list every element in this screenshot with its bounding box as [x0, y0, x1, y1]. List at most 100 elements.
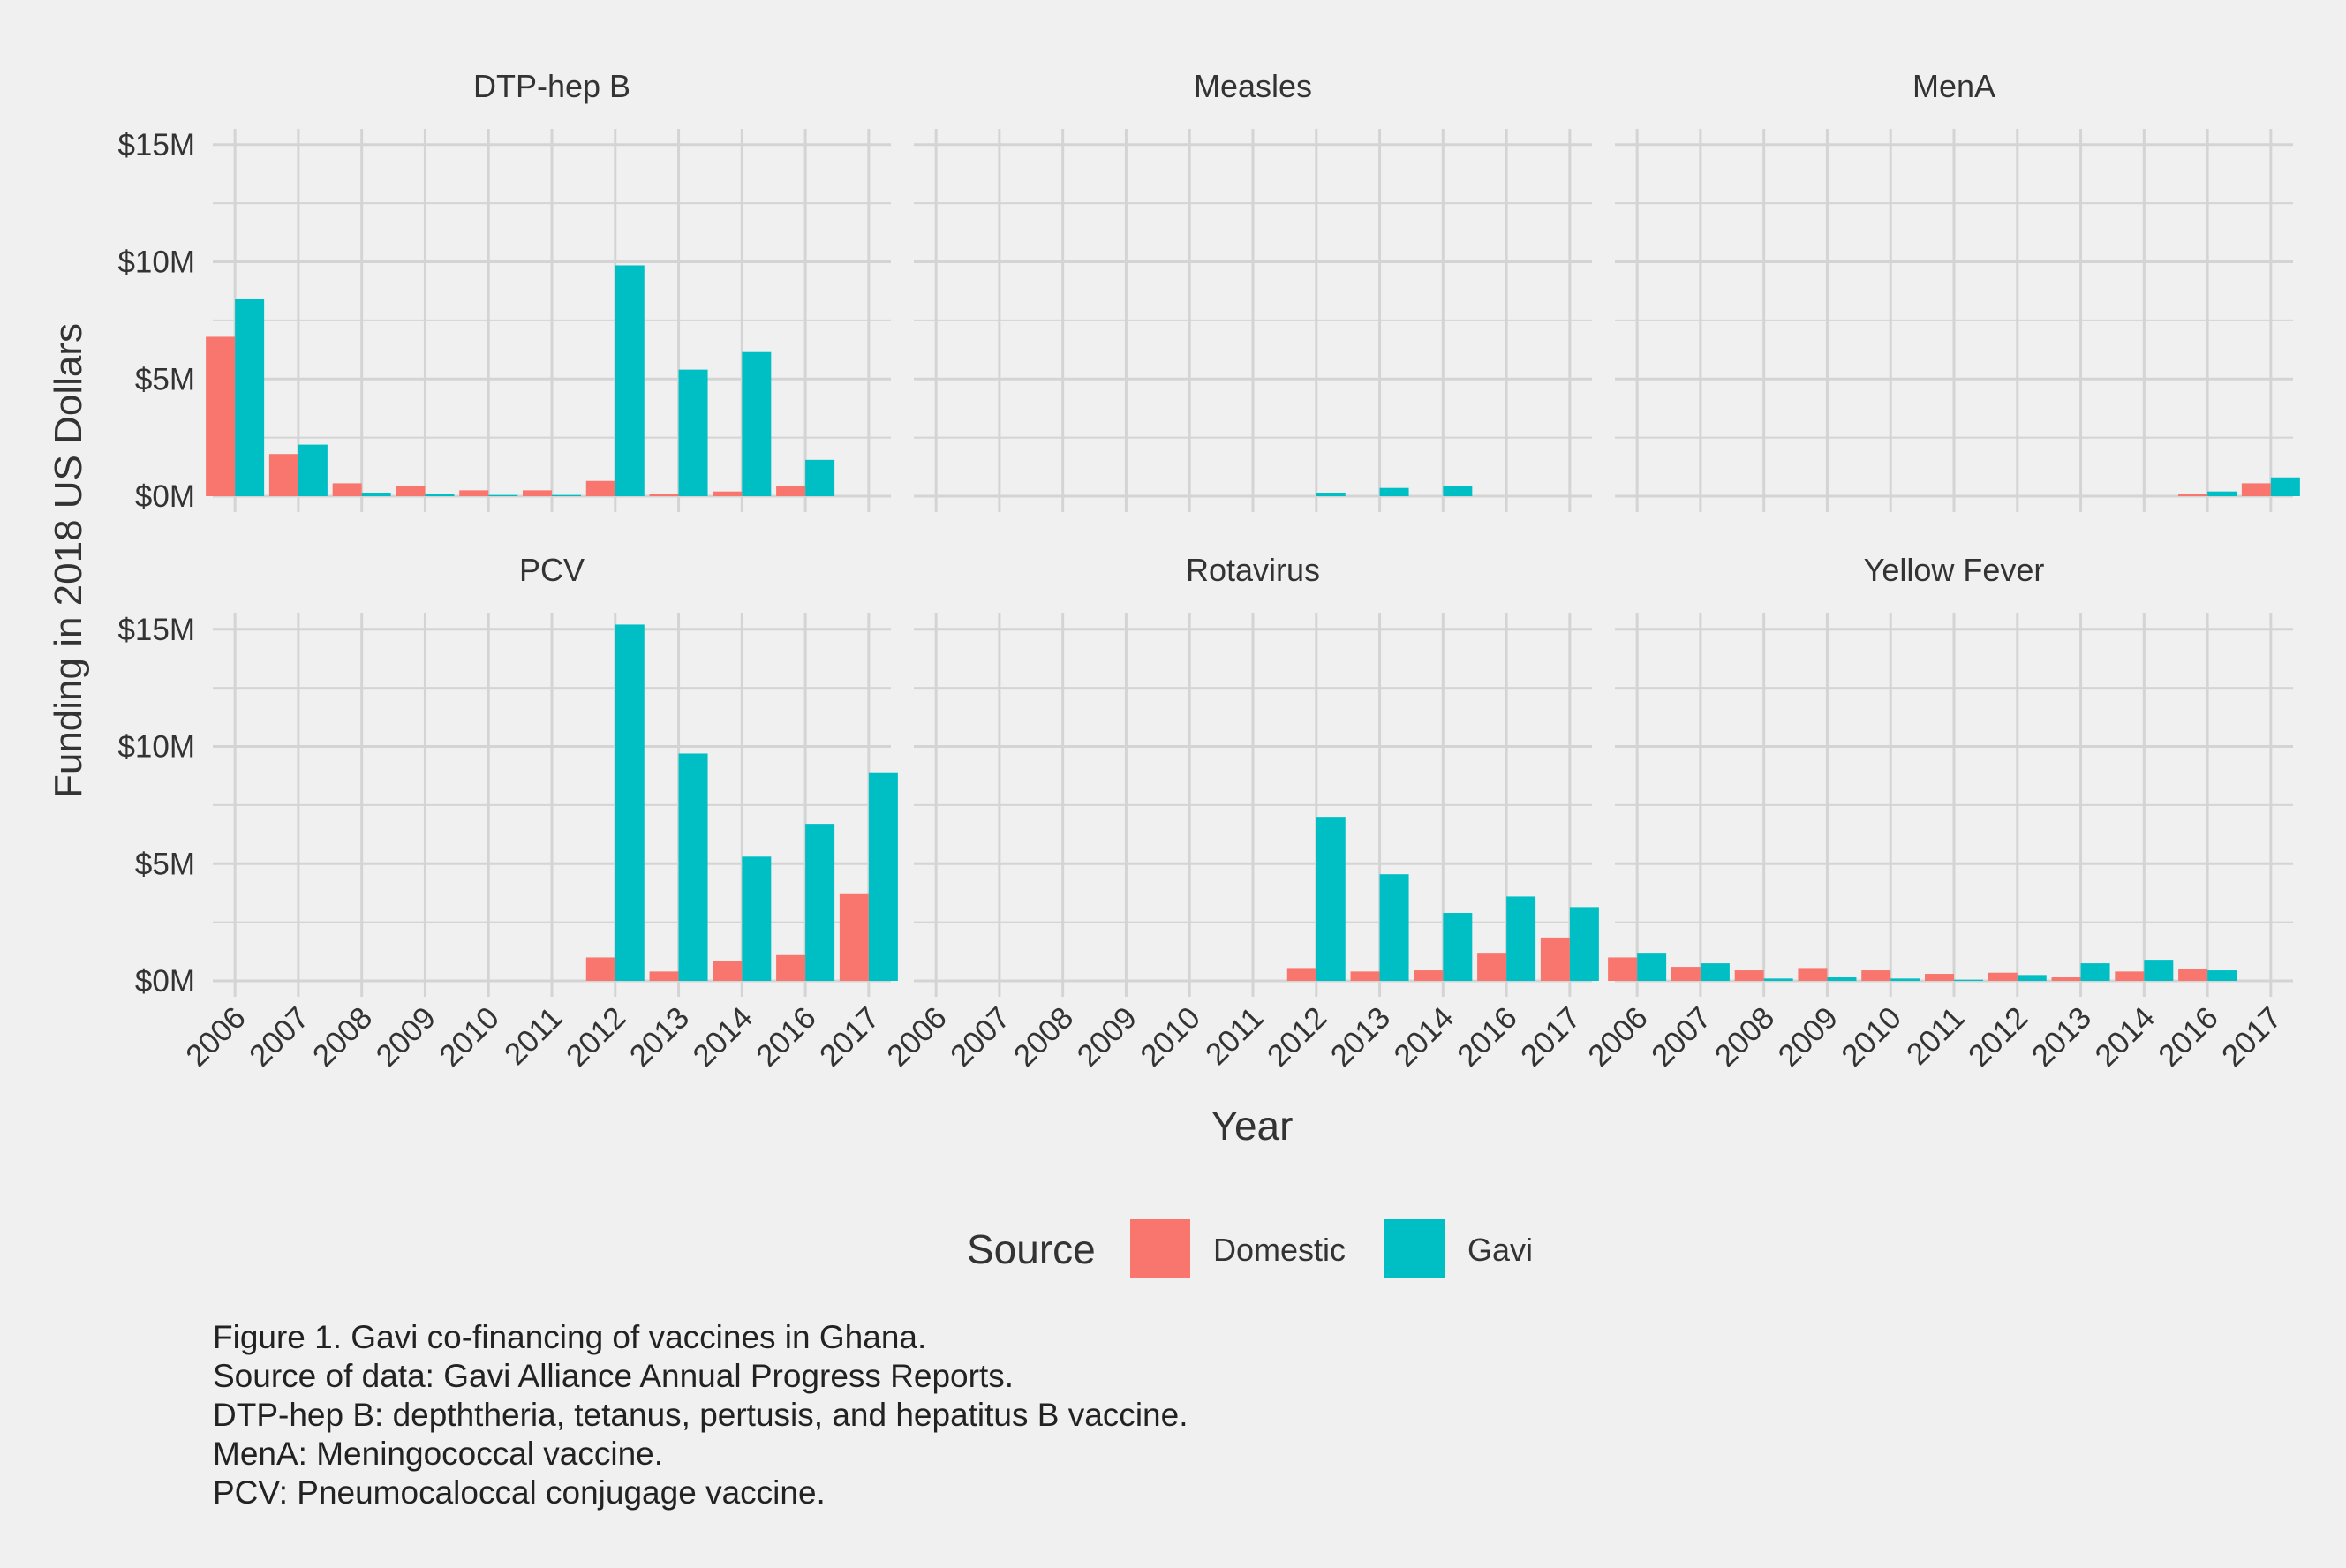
- panel-title-pcv: PCV: [519, 552, 585, 588]
- bar-dtp-hep-b-gavi-2012: [615, 265, 645, 496]
- bar-yellow-fever-domestic-2014: [2115, 971, 2145, 981]
- bar-dtp-hep-b-domestic-2009: [396, 486, 426, 496]
- x-tick-label: 2011: [1199, 1000, 1271, 1072]
- panel-title-mena: MenA: [1912, 68, 1995, 104]
- bar-dtp-hep-b-domestic-2013: [649, 494, 679, 496]
- bar-rotavirus-gavi-2013: [1379, 874, 1409, 981]
- bar-yellow-fever-domestic-2006: [1608, 957, 1638, 981]
- panel-title-rotavirus: Rotavirus: [1186, 552, 1320, 588]
- x-tick-label: 2006: [179, 1000, 253, 1074]
- bar-pcv-gavi-2014: [742, 856, 772, 981]
- x-tick-label: 2017: [813, 1000, 886, 1074]
- bar-yellow-fever-gavi-2007: [1700, 963, 1730, 981]
- bar-yellow-fever-gavi-2011: [1954, 979, 1983, 981]
- bar-dtp-hep-b-domestic-2016: [776, 486, 806, 496]
- bar-yellow-fever-gavi-2010: [1890, 978, 1920, 981]
- x-tick-label: 2009: [1070, 1000, 1143, 1074]
- bar-dtp-hep-b-gavi-2014: [742, 351, 772, 496]
- bar-dtp-hep-b-gavi-2011: [552, 494, 581, 496]
- y-tick-label: $0M: [135, 479, 195, 514]
- bar-pcv-domestic-2013: [649, 971, 679, 981]
- bar-dtp-hep-b-gavi-2006: [235, 298, 265, 496]
- y-tick-label: $10M: [117, 245, 195, 280]
- x-axis-title: Year: [1211, 1103, 1294, 1149]
- x-tick-label: 2013: [2025, 1000, 2099, 1074]
- legend-label-domestic: Domestic: [1213, 1232, 1346, 1268]
- x-tick-label: 2014: [1387, 1000, 1460, 1074]
- bar-rotavirus-gavi-2014: [1443, 913, 1473, 981]
- caption-line-4: MenA: Meningococcal vaccine.: [213, 1436, 664, 1472]
- y-tick-label: $15M: [117, 613, 195, 647]
- panel-title-measles: Measles: [1194, 68, 1312, 104]
- x-tick-label: 2011: [1900, 1000, 1972, 1072]
- caption-line-3: DTP-hep B: depththeria, tetanus, pertusi…: [213, 1397, 1188, 1433]
- bar-yellow-fever-domestic-2010: [1861, 970, 1891, 981]
- y-tick-label: $0M: [135, 964, 195, 999]
- x-tick-label: 2007: [944, 1000, 1017, 1074]
- bar-rotavirus-domestic-2014: [1414, 970, 1444, 981]
- x-tick-label: 2008: [306, 1000, 380, 1074]
- x-tick-label: 2008: [1007, 1000, 1081, 1074]
- bar-mena-domestic-2016: [2178, 494, 2208, 496]
- bar-measles-gavi-2012: [1316, 493, 1346, 496]
- x-tick-label: 2016: [750, 1000, 823, 1074]
- bar-mena-domestic-2017: [2241, 483, 2271, 496]
- x-tick-label: 2012: [1962, 1000, 2035, 1074]
- x-tick-label: 2017: [2215, 1000, 2289, 1074]
- panel-title-yellow-fever: Yellow Fever: [1864, 552, 2045, 588]
- y-tick-label: $5M: [135, 362, 195, 396]
- bar-dtp-hep-b-domestic-2010: [459, 490, 489, 496]
- y-tick-label: $15M: [117, 128, 195, 162]
- bar-pcv-domestic-2017: [839, 893, 869, 981]
- x-tick-label: 2010: [433, 1000, 506, 1074]
- x-tick-label: 2016: [2152, 1000, 2225, 1074]
- x-tick-label: 2013: [623, 1000, 697, 1074]
- bar-dtp-hep-b-gavi-2007: [298, 444, 328, 496]
- bar-yellow-fever-gavi-2012: [2017, 975, 2047, 981]
- bar-yellow-fever-domestic-2012: [1988, 972, 2018, 981]
- x-tick-label: 2013: [1324, 1000, 1398, 1074]
- figure-caption: Figure 1. Gavi co-financing of vaccines …: [213, 1318, 1188, 1512]
- caption-line-5: PCV: Pneumocaloccal conjugage vaccine.: [213, 1474, 826, 1511]
- bar-mena-gavi-2016: [2207, 491, 2237, 496]
- bar-dtp-hep-b-gavi-2013: [678, 369, 708, 496]
- bar-dtp-hep-b-domestic-2008: [332, 483, 362, 496]
- bar-pcv-domestic-2012: [585, 957, 615, 981]
- bar-measles-gavi-2013: [1379, 487, 1409, 496]
- bar-yellow-fever-domestic-2011: [1925, 974, 1954, 981]
- x-tick-label: 2007: [243, 1000, 316, 1074]
- bar-dtp-hep-b-gavi-2008: [361, 493, 391, 496]
- bar-yellow-fever-domestic-2008: [1734, 970, 1764, 981]
- bar-pcv-gavi-2017: [868, 772, 898, 981]
- bar-yellow-fever-domestic-2009: [1798, 968, 1828, 981]
- x-tick-label: 2012: [560, 1000, 633, 1074]
- x-tick-label: 2017: [1514, 1000, 1588, 1074]
- bar-rotavirus-domestic-2016: [1477, 953, 1507, 981]
- bar-dtp-hep-b-domestic-2006: [206, 336, 236, 496]
- bar-yellow-fever-domestic-2007: [1671, 967, 1701, 981]
- bar-yellow-fever-domestic-2013: [2051, 977, 2081, 981]
- x-tick-label: 2014: [686, 1000, 759, 1074]
- bar-dtp-hep-b-gavi-2010: [488, 494, 518, 496]
- bar-rotavirus-gavi-2016: [1506, 896, 1536, 981]
- legend-label-gavi: Gavi: [1467, 1232, 1533, 1268]
- x-tick-label: 2012: [1261, 1000, 1334, 1074]
- bar-dtp-hep-b-domestic-2011: [523, 490, 552, 496]
- legend-swatch-gavi: [1384, 1219, 1445, 1278]
- y-axis-title: Funding in 2018 US Dollars: [47, 323, 90, 798]
- bar-pcv-domestic-2014: [713, 961, 743, 981]
- x-tick-label: 2014: [2088, 1000, 2161, 1074]
- x-tick-label: 2011: [498, 1000, 570, 1072]
- x-tick-label: 2016: [1451, 1000, 1524, 1074]
- x-tick-label: 2010: [1134, 1000, 1207, 1074]
- bar-rotavirus-domestic-2012: [1286, 968, 1316, 981]
- bar-pcv-domestic-2016: [776, 954, 806, 981]
- y-tick-label: $10M: [117, 730, 195, 765]
- bar-dtp-hep-b-gavi-2016: [805, 459, 835, 496]
- bar-yellow-fever-gavi-2008: [1763, 978, 1793, 981]
- bar-pcv-gavi-2016: [805, 824, 835, 981]
- x-tick-label: 2010: [1835, 1000, 1908, 1074]
- bar-rotavirus-domestic-2017: [1540, 937, 1570, 981]
